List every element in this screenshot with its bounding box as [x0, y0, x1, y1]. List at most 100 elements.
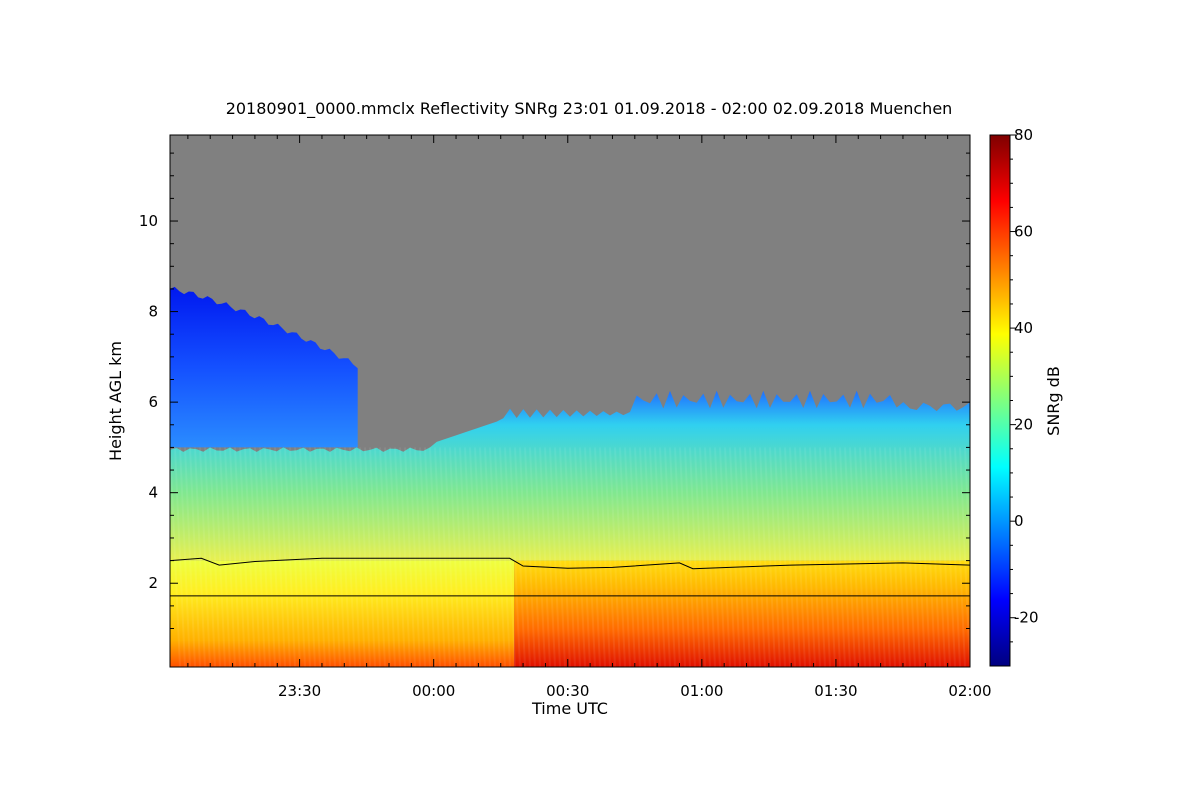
texture-streak [724, 447, 736, 667]
texture-streak [874, 447, 886, 667]
texture-streak [429, 447, 441, 667]
texture-streak [834, 447, 846, 667]
texture-streak [544, 447, 556, 667]
texture-streak [494, 447, 506, 667]
texture-streak [964, 447, 970, 580]
texture-streak [909, 447, 921, 667]
texture-streak [634, 447, 646, 667]
colorbar-tick-label: 40 [1014, 319, 1033, 337]
colorbar-tick-label: 20 [1014, 416, 1033, 434]
texture-streak [659, 447, 671, 667]
texture-streak [859, 447, 871, 667]
x-axis-label: Time UTC [531, 699, 608, 718]
layer-rain-early [170, 560, 515, 667]
texture-streak [729, 447, 741, 667]
texture-streak [624, 447, 636, 667]
texture-streak [894, 447, 906, 667]
texture-streak [299, 447, 311, 667]
texture-streak [349, 447, 361, 667]
texture-streak [389, 447, 401, 667]
texture-streak [289, 447, 301, 667]
texture-streak [879, 447, 891, 667]
texture-streak [519, 447, 531, 667]
texture-streak [184, 447, 196, 667]
texture-streak [754, 447, 766, 667]
texture-streak [639, 447, 651, 667]
texture-streak [484, 447, 496, 667]
texture-streak [404, 447, 416, 667]
texture-streak [569, 447, 581, 667]
texture-streak [619, 447, 631, 667]
texture-streak [944, 447, 956, 667]
texture-streak [194, 447, 206, 667]
y-axis-label: Height AGL km [106, 341, 125, 461]
chart-title: 20180901_0000.mmclx Reflectivity SNRg 23… [226, 99, 953, 119]
y-tick-label: 2 [148, 574, 158, 592]
texture-streak [399, 447, 411, 667]
texture-streak [364, 447, 376, 667]
texture-streak [574, 447, 586, 667]
texture-streak [469, 447, 481, 667]
x-tick-label: 00:30 [546, 682, 589, 700]
texture-streak [394, 447, 406, 667]
texture-streak [224, 447, 236, 667]
texture-streak [934, 447, 946, 667]
texture-streak [594, 447, 606, 667]
texture-streak [819, 447, 831, 667]
texture-streak [474, 447, 486, 667]
texture-streak [699, 447, 711, 667]
texture-streak [759, 447, 771, 667]
texture-streak [824, 447, 836, 667]
texture-streak [259, 447, 271, 667]
texture-streak [219, 447, 231, 667]
texture-streak [174, 447, 186, 667]
texture-streak [419, 447, 431, 667]
texture-streak [244, 447, 256, 667]
colorbar-tick-label: 60 [1014, 223, 1033, 241]
texture-streak [869, 447, 881, 667]
texture-streak [774, 447, 786, 667]
texture-streak [479, 447, 491, 667]
texture-streak [674, 447, 686, 667]
texture-streak [514, 447, 526, 667]
texture-streak [809, 447, 821, 667]
texture-streak [769, 447, 781, 667]
texture-streak [829, 447, 841, 667]
texture-streak [789, 447, 801, 667]
texture-streak [549, 447, 561, 667]
texture-streak [284, 447, 296, 667]
texture-streak [734, 447, 746, 667]
x-tick-label: 00:00 [412, 682, 455, 700]
x-axis: 23:30 00:00 00:30 01:00 01:30 02:00 [187, 135, 992, 700]
texture-streak [844, 447, 856, 667]
y-tick-label: 6 [148, 393, 158, 411]
colorbar-tick-label: 80 [1014, 126, 1033, 144]
texture-streak [179, 447, 191, 667]
texture-streak [209, 447, 221, 667]
y-tick-label: 10 [139, 212, 158, 230]
texture-streak [314, 447, 326, 667]
texture-streak [954, 447, 966, 667]
x-tick-label: 23:30 [278, 682, 321, 700]
texture-streak [714, 447, 726, 667]
texture-streak [849, 447, 861, 667]
texture-streak [959, 447, 970, 667]
y-tick-label: 8 [148, 303, 158, 321]
texture-streak [689, 447, 701, 667]
texture-streak [234, 447, 246, 667]
texture-streak [279, 447, 291, 667]
texture-streak [839, 447, 851, 667]
texture-streak [799, 447, 811, 667]
texture-streak [189, 447, 201, 667]
texture-streak [694, 447, 706, 667]
texture-streak [579, 447, 591, 667]
texture-streak [679, 447, 691, 667]
texture-streak [274, 447, 286, 667]
texture-streak [654, 447, 666, 667]
texture-streak [864, 447, 876, 667]
texture-streak [534, 447, 546, 667]
texture-streak [309, 447, 321, 667]
texture-streak [439, 447, 451, 667]
texture-streak [264, 447, 276, 667]
texture-streak [649, 447, 661, 667]
